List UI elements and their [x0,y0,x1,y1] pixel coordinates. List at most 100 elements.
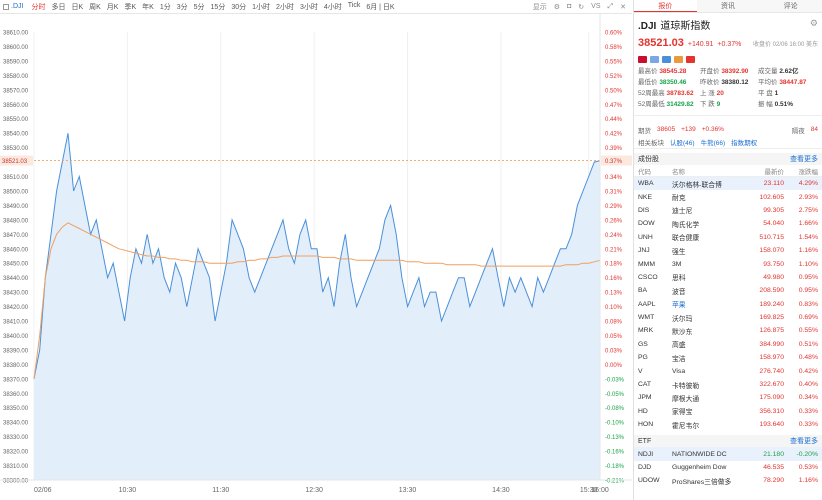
row-price: 126.875 [759,327,784,335]
table-row[interactable]: DJD Guggenheim Dow 46.535 0.53% [634,461,822,474]
column-header: 涨跌幅 [798,168,819,176]
row-price: 158.070 [759,247,784,255]
row-name: 联合健康 [672,235,700,243]
x-tick-label: 02/06 [34,487,52,494]
display-menu[interactable]: 显示 [532,3,547,11]
period-tab-11[interactable]: 30分 [231,3,247,11]
table-row[interactable]: MMM 3M 93.750 1.10% [634,257,822,270]
futures-row[interactable]: 期货 38605 +139 +0.36% 隔夜 84 [634,115,822,135]
period-tab-6[interactable]: 年K [142,3,154,11]
quote-tab-1[interactable]: 资讯 [721,3,735,10]
table-row[interactable]: MRK 默沙东 126.875 0.55% [634,324,822,337]
etf-more-link[interactable]: 查看更多 [790,438,818,446]
intraday-chart[interactable]: 02/06 10:30 11:30 12:30 13:30 14:30 15:3016:00… [0,14,632,500]
symbol-selector[interactable]: .DJI [3,3,23,10]
table-row[interactable]: NKE 耐克 102.605 2.93% [634,190,822,203]
stat-label: 开盘价 [700,68,722,75]
table-row[interactable]: GS 高盛 384.990 0.51% [634,338,822,351]
period-tab-15[interactable]: 4小时 [323,3,342,11]
table-row[interactable]: UNH 联合健康 510.715 1.54% [634,231,822,244]
table-row[interactable]: AAPL 苹果 189.240 0.83% [634,298,822,311]
period-tab-16[interactable]: Tick [347,1,361,9]
refresh-icon[interactable]: ↻ [578,3,585,11]
table-row[interactable]: V Visa 276.740 0.42% [634,364,822,377]
row-name: 家得宝 [672,409,693,417]
y-tick-right: 0.52% [605,74,623,80]
compare-button[interactable]: VS [591,3,601,10]
row-change: 0.55% [798,327,818,335]
row-change: 0.83% [798,300,818,308]
row-price: 158.970 [759,354,784,362]
y-tick-right: 0.29% [605,204,623,210]
y-tick-right: 0.08% [605,320,623,326]
table-row[interactable]: CSCO 思科 49.980 0.95% [634,271,822,284]
sync-icon[interactable] [662,55,671,63]
stat-value: 38545.28 [659,68,687,75]
table-row[interactable]: DIS 迪士尼 99.305 2.75% [634,204,822,217]
y-tick-right: 0.13% [605,291,623,297]
period-tab-4[interactable]: 月K [106,3,119,11]
y-tick-right: 0.44% [605,117,623,123]
y-tick-right: 0.21% [605,247,623,253]
period-tab-12[interactable]: 1小时 [252,3,271,11]
night-value: 84 [810,126,818,133]
period-tab-5[interactable]: 季K [124,3,137,11]
row-change: 0.53% [798,464,818,471]
quote-tab-0[interactable]: 报价 [634,0,697,12]
stat-value: 2.62亿 [779,68,799,75]
period-tab-7[interactable]: 1分 [159,3,171,11]
fullscreen-icon[interactable]: ⤢ [607,2,614,10]
stat-value: 1 [774,90,779,97]
row-name: 默沙东 [672,328,693,336]
period-tab-1[interactable]: 多日 [51,3,66,11]
quote-tab-2[interactable]: 评论 [783,3,798,10]
y-tick-left: 38360.00 [3,392,29,398]
row-code: BA [638,287,648,295]
table-row[interactable]: HON 霍尼韦尔 193.640 0.33% [634,418,822,431]
x-tick-label: 15:30 [580,487,598,494]
row-code: HD [638,407,648,415]
table-row[interactable]: BA 波音 208.590 0.95% [634,284,822,297]
row-name: 陶氏化学 [672,221,700,229]
grid-icon[interactable] [650,55,659,63]
row-change: 2.75% [798,206,818,214]
row-change: 0.51% [798,340,818,348]
period-tab-0[interactable]: 分时 [31,3,46,11]
row-code: NDJI [638,450,654,458]
period-tab-2[interactable]: 日K [71,3,84,11]
stat-label: 最低价 [638,79,660,86]
constituents-more-link[interactable]: 查看更多 [790,156,818,163]
table-row[interactable]: DOW 陶氏化学 54.040 1.66% [634,217,822,230]
table-row[interactable]: WBA 沃尔格林-联合博 23.110 4.29% [634,177,822,191]
alert-icon[interactable] [674,55,683,63]
table-row[interactable]: NDJI NATIONWIDE DC 21.180 -0.20% [634,447,822,461]
stat-value: 31429.82 [666,101,694,108]
camera-icon[interactable]: ◘ [567,3,572,10]
table-row[interactable]: HD 家得宝 356.310 0.33% [634,405,822,418]
settings-icon[interactable]: ⚙ [553,3,561,11]
period-tab-17[interactable]: 6月 | 日K [366,3,395,11]
period-tab-8[interactable]: 3分 [176,3,188,11]
period-tab-14[interactable]: 3小时 [299,3,318,11]
related-link-0[interactable]: 认股(46) [670,139,695,147]
table-row[interactable]: JPM 摩根大通 175.090 0.34% [634,391,822,404]
row-name: ProShares三倍做多 [672,478,732,486]
gear-icon[interactable]: ⚙ [809,18,818,28]
related-link-1[interactable]: 牛熊(66) [700,139,726,147]
table-row[interactable]: UDOW ProShares三倍做多 78.290 1.16% [634,474,822,487]
period-tab-13[interactable]: 2小时 [276,3,294,11]
row-price: 49.980 [763,273,784,281]
period-tab-3[interactable]: 周K [89,3,101,11]
period-tab-10[interactable]: 15分 [210,3,226,11]
close-icon[interactable]: ✕ [620,3,626,11]
period-tab-9[interactable]: 5分 [193,3,205,11]
heart-icon[interactable] [686,55,695,63]
table-row[interactable]: JNJ 强生 158.070 1.16% [634,244,822,257]
table-row[interactable]: PG 宝洁 158.970 0.48% [634,351,822,364]
related-link-2[interactable]: 指数期权 [731,139,758,147]
table-row[interactable]: CAT 卡特彼勒 322.670 0.40% [634,378,822,391]
y-tick-right: 0.42% [605,132,623,138]
y-tick-right: -0.08% [605,406,625,412]
table-row[interactable]: WMT 沃尔玛 169.825 0.69% [634,311,822,324]
futures-change: +139 [681,126,696,133]
